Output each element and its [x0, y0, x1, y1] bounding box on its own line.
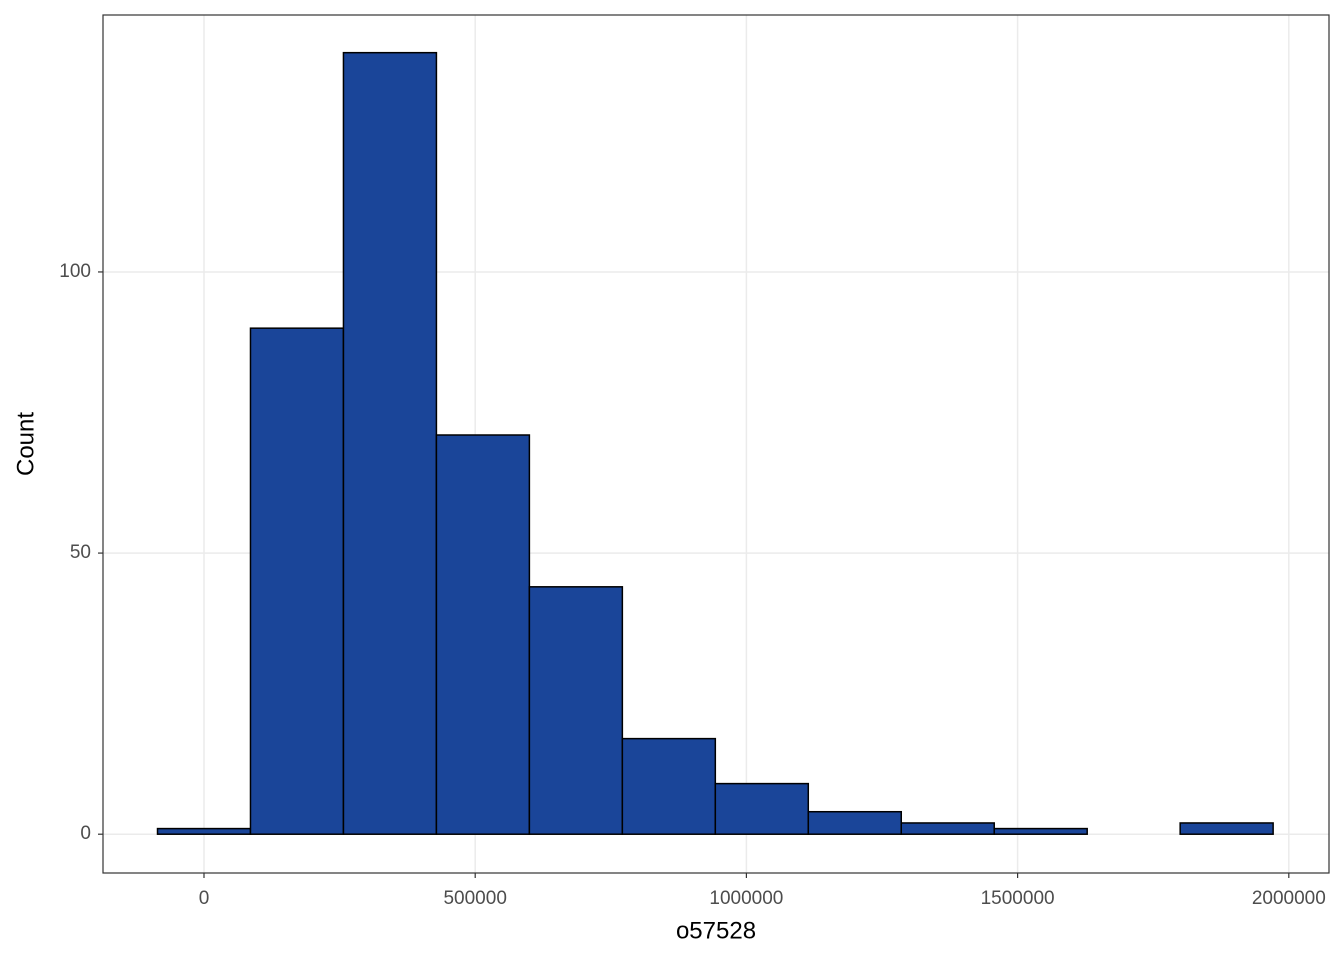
- x-tick-label: 1500000: [981, 888, 1055, 909]
- bar: [993, 827, 1088, 835]
- y-tick-label: 0: [80, 823, 91, 844]
- bar: [342, 51, 438, 835]
- bars: [156, 51, 1274, 835]
- x-tick-label: 2000000: [1252, 888, 1326, 909]
- bar: [900, 822, 995, 835]
- labels: 0 50 100 0 500000 1000000 1500000 2000000: [59, 261, 1325, 909]
- bar: [714, 782, 810, 835]
- bar: [249, 327, 345, 835]
- bar: [156, 827, 252, 835]
- bar: [807, 810, 903, 835]
- y-axis-title: Count: [12, 412, 39, 476]
- bar: [528, 586, 624, 835]
- y-tick-label: 50: [70, 542, 91, 563]
- y-tick-label: 100: [59, 261, 91, 282]
- x-axis-title: o57528: [676, 917, 756, 944]
- x-tick-label: 500000: [443, 888, 506, 909]
- x-tick-label: 0: [199, 888, 210, 909]
- bar: [621, 737, 717, 835]
- panel-border: [102, 14, 1330, 874]
- bar: [1179, 822, 1274, 835]
- bar: [435, 434, 531, 835]
- x-tick-label: 1000000: [709, 888, 783, 909]
